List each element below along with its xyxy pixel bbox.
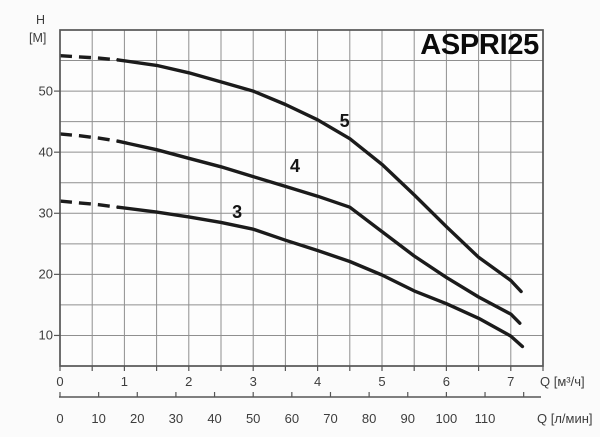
x-tick-label-lmin: 100	[435, 411, 458, 426]
x-tick-label-lmin: 40	[207, 411, 222, 426]
x-tick-label-lmin: 0	[56, 411, 64, 426]
x-tick-label-lmin: 70	[323, 411, 338, 426]
x-tick-label-m3h: 2	[185, 374, 193, 389]
curve-5-dashed	[59, 54, 119, 62]
curve-3-solid	[116, 205, 525, 349]
x-tick-label-m3h: 3	[249, 374, 257, 389]
curve-label-4: 4	[290, 156, 301, 177]
x-tick-label-lmin: 80	[361, 411, 377, 426]
y-tick-label: 20	[38, 266, 53, 282]
x-tick-label-m3h: 6	[442, 374, 451, 389]
curve-label-3: 3	[232, 202, 243, 223]
y-tick-label: 40	[38, 144, 53, 160]
x-tick-label-lmin: 110	[474, 411, 496, 426]
x-tick-label-lmin: 60	[284, 411, 300, 426]
y-tick-label: 30	[38, 205, 53, 221]
x-tick-label-lmin: 10	[91, 411, 106, 426]
x-axis-unit-lmin: Q [л/мин]	[537, 411, 593, 426]
x-tick-label-lmin: 30	[168, 411, 184, 426]
x-tick-label-lmin: 90	[400, 411, 415, 426]
x-tick-label-m3h: 7	[507, 374, 515, 389]
curve-3-dashed	[59, 199, 119, 209]
x-tick-label-m3h: 5	[378, 374, 386, 389]
curve-4-dashed	[59, 132, 119, 143]
x-axis-unit-m3h: Q [м³/ч]	[540, 374, 585, 389]
curve-4-solid	[116, 139, 522, 325]
y-tick-label: 10	[38, 327, 53, 343]
x-tick-label-m3h: 1	[120, 374, 129, 389]
x-tick-label-lmin: 50	[245, 411, 261, 426]
y-axis-unit: [M]	[29, 31, 47, 45]
x-tick-label-m3h: 4	[313, 374, 322, 389]
x-tick-label-m3h: 0	[56, 374, 64, 389]
x-tick-label-lmin: 20	[130, 411, 145, 426]
plot-border	[59, 29, 544, 367]
y-axis-name: H	[36, 13, 46, 27]
chart-title: ASPRI25	[420, 29, 539, 61]
curve-5-solid	[116, 58, 523, 294]
y-tick-label: 50	[38, 83, 53, 99]
curve-label-5: 5	[339, 111, 350, 132]
